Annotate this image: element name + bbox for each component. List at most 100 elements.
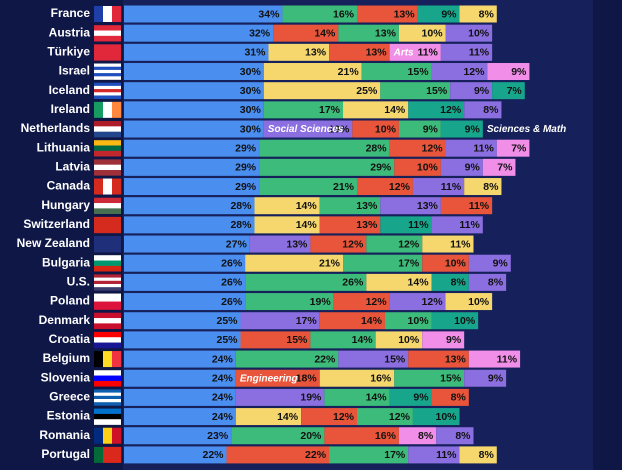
value-label: 15% xyxy=(440,373,462,385)
flag xyxy=(94,342,121,349)
value-label: 29% xyxy=(235,162,257,174)
flag xyxy=(94,82,121,87)
bar-segment xyxy=(124,446,227,464)
flag xyxy=(94,323,121,330)
flag xyxy=(94,35,121,42)
country-name: Croatia xyxy=(49,332,91,346)
bar-segment xyxy=(324,388,390,406)
bar-segment xyxy=(124,139,260,157)
country-name: Estonia xyxy=(47,409,91,423)
flag xyxy=(94,89,121,93)
bar-segment xyxy=(124,82,264,100)
value-label: 14% xyxy=(296,219,318,231)
value-label: 9% xyxy=(446,334,462,346)
bar-segment xyxy=(398,24,446,42)
value-label: 12% xyxy=(389,411,411,423)
country-name: Portugal xyxy=(41,447,90,461)
value-label: 8% xyxy=(479,449,495,461)
bar-segment xyxy=(431,63,488,81)
value-label: 28% xyxy=(366,142,388,154)
bar-segment xyxy=(445,24,493,42)
bar-segment xyxy=(468,273,507,291)
value-label: 11% xyxy=(441,181,462,193)
value-label: 29% xyxy=(370,162,392,174)
bar-segment xyxy=(408,350,469,368)
flag xyxy=(94,170,121,176)
value-label: 17% xyxy=(384,449,406,461)
bar-segment xyxy=(259,178,357,196)
field-label: Social Sciences xyxy=(268,124,344,135)
value-label: 26% xyxy=(221,277,243,289)
bar-segment xyxy=(124,331,241,349)
bar-segment xyxy=(389,388,432,406)
bar-segment xyxy=(333,293,390,311)
bar-segment xyxy=(380,82,451,100)
bar-segment xyxy=(408,446,460,464)
value-label: 7% xyxy=(511,142,527,154)
bar-segment xyxy=(124,43,269,61)
value-label: 8% xyxy=(455,430,471,442)
value-label: 13% xyxy=(375,27,397,39)
value-label: 9% xyxy=(493,257,509,269)
value-label: 16% xyxy=(333,8,355,20)
flag xyxy=(112,427,122,444)
bar-segment xyxy=(124,158,260,176)
bar-segment xyxy=(431,273,469,291)
bar-segment xyxy=(319,216,381,234)
country-name: Hungary xyxy=(41,198,90,212)
bar-segment xyxy=(338,24,399,42)
value-label: 24% xyxy=(212,353,234,365)
bar-segment xyxy=(282,5,357,23)
value-label: 17% xyxy=(319,104,341,116)
bar-segment xyxy=(417,5,460,23)
value-label: 25% xyxy=(216,334,238,346)
value-label: 14% xyxy=(361,315,383,327)
value-label: 12% xyxy=(398,238,420,250)
flag xyxy=(112,6,122,22)
bar-segment xyxy=(398,120,441,138)
value-label: 12% xyxy=(342,238,364,250)
flag xyxy=(94,216,121,234)
flag xyxy=(94,159,121,165)
value-label: 13% xyxy=(356,200,378,212)
flag xyxy=(94,370,121,376)
bar-segment xyxy=(496,139,530,157)
bar-segment xyxy=(235,369,320,387)
value-label: 9% xyxy=(511,66,527,78)
bar-segment xyxy=(124,24,274,42)
value-label: 26% xyxy=(221,296,243,308)
bar-segment xyxy=(398,427,437,445)
flag xyxy=(94,312,121,319)
bar-segment xyxy=(263,101,344,119)
value-label: 23% xyxy=(207,430,229,442)
bar-segment xyxy=(357,5,418,23)
country-name: Austria xyxy=(49,25,91,39)
value-label: 14% xyxy=(352,334,374,346)
flag xyxy=(94,408,121,415)
value-label: 11% xyxy=(497,353,518,365)
bar-segment xyxy=(464,178,502,196)
value-label: 19% xyxy=(310,296,332,308)
bar-segment xyxy=(254,197,320,215)
bar-segment xyxy=(254,216,320,234)
value-label: 14% xyxy=(314,27,336,39)
bar-segment xyxy=(394,369,465,387)
bar-segment xyxy=(380,216,432,234)
value-label: 10% xyxy=(468,296,490,308)
value-label: 16% xyxy=(375,430,397,442)
value-label: 9% xyxy=(488,373,504,385)
value-label: 24% xyxy=(212,373,234,385)
value-label: 24% xyxy=(212,392,234,404)
bar-segment xyxy=(259,139,390,157)
flag xyxy=(94,446,104,463)
bar-segment xyxy=(422,331,465,349)
bar-segment xyxy=(431,216,483,234)
flag xyxy=(94,331,121,338)
flag xyxy=(94,413,121,420)
bar-segment xyxy=(431,312,479,330)
country-name: Ireland xyxy=(51,102,90,116)
value-label: 13% xyxy=(356,219,378,231)
value-label: 18% xyxy=(296,373,318,385)
value-label: 14% xyxy=(384,104,406,116)
value-label: 10% xyxy=(436,411,458,423)
